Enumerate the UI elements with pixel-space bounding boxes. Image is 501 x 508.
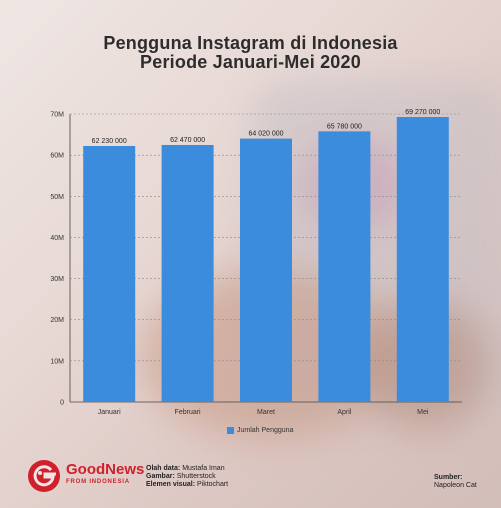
x-tick-label: Januari: [98, 409, 121, 416]
goodnews-logo-icon: [28, 460, 60, 492]
y-tick-label: 20M: [50, 317, 64, 324]
credit-image-label: Gambar:: [146, 473, 175, 480]
credit-visual: Elemen visual: Piktochart: [146, 481, 228, 489]
legend-swatch: [227, 427, 234, 434]
data-label: 69 270 000: [405, 109, 440, 116]
bar: [396, 117, 449, 403]
brand-name: GoodNews: [66, 461, 145, 478]
y-tick-label: 50M: [50, 194, 64, 201]
source-label: Sumber:: [434, 474, 463, 481]
x-tick-label: Mei: [417, 409, 429, 416]
x-tick-label: Maret: [257, 409, 275, 416]
chart-title-line1: Pengguna Instagram di Indonesia: [103, 33, 398, 53]
bar: [318, 131, 371, 402]
data-label: 62 470 000: [170, 137, 205, 144]
data-label: 64 020 000: [248, 131, 283, 138]
source-value: Napoleon Cat: [434, 482, 477, 489]
y-tick-label: 0: [60, 400, 64, 407]
chart-legend: Jumlah Pengguna: [227, 427, 293, 434]
data-label: 65 780 000: [327, 123, 362, 130]
credits: Olah data: Mustafa Iman Gambar: Shutters…: [146, 465, 228, 489]
credit-data-label: Olah data:: [146, 465, 181, 472]
chart-title: Pengguna Instagram di Indonesia Periode …: [0, 34, 501, 72]
credit-visual-label: Elemen visual:: [146, 481, 196, 488]
credit-data: Olah data: Mustafa Iman: [146, 465, 228, 473]
y-tick-label: 10M: [50, 358, 64, 365]
bar-chart: 0 10M 20M 30M 40M 50M 60M 70M 62 230 000 Januari 6…: [50, 109, 462, 416]
credit-data-value: Mustafa Iman: [182, 465, 225, 472]
footer: GoodNews FROM INDONESIA Olah data: Musta…: [0, 455, 501, 505]
credit-image: Gambar: Shutterstock: [146, 473, 228, 481]
y-tick-label: 70M: [50, 112, 64, 119]
y-tick-label: 40M: [50, 235, 64, 242]
bar: [83, 145, 136, 402]
bar: [161, 144, 214, 402]
y-tick-label: 60M: [50, 153, 64, 160]
chart-title-line2: Periode Januari-Mei 2020: [140, 52, 361, 72]
x-tick-label: April: [337, 409, 351, 416]
credit-visual-value: Piktochart: [196, 481, 229, 488]
data-label: 62 230 000: [92, 138, 127, 145]
y-tick-label: 30M: [50, 276, 64, 283]
x-tick-label: Februari: [175, 409, 202, 416]
bar: [240, 138, 292, 402]
source: Sumber: Napoleon Cat: [434, 474, 477, 490]
credit-image-value: Shutterstock: [176, 473, 216, 480]
brand-subtitle: FROM INDONESIA: [66, 479, 130, 485]
legend-label: Jumlah Pengguna: [237, 427, 294, 434]
brand: GoodNews FROM INDONESIA: [66, 462, 144, 485]
